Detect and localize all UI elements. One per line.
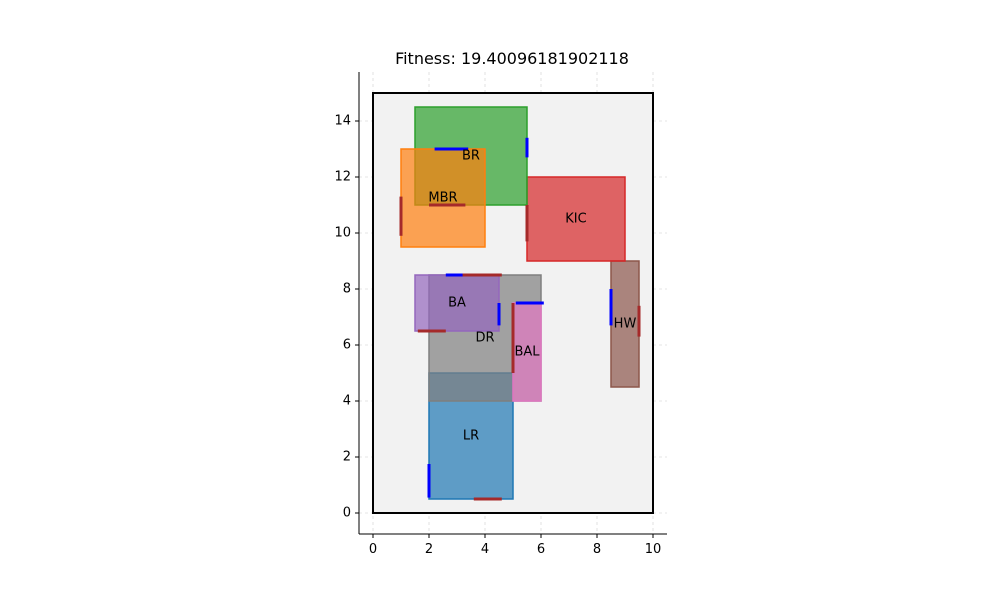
x-tick-label: 8: [593, 542, 601, 557]
x-ticks: 0 2 4 6 8 10: [369, 534, 661, 557]
y-tick-label: 4: [343, 394, 351, 409]
x-tick-label: 10: [645, 542, 662, 557]
y-tick-label: 10: [334, 226, 351, 241]
room-label-mbr: MBR: [428, 191, 457, 206]
x-tick-label: 2: [425, 542, 433, 557]
openings: [399, 137, 641, 501]
chart-title: Fitness: 19.40096181902118: [395, 49, 629, 68]
room-mbr: [400, 148, 486, 248]
x-tick-label: 0: [369, 542, 377, 557]
x-tick-label: 4: [481, 542, 489, 557]
room-label-ba: BA: [448, 296, 466, 311]
room-label-bal: BAL: [514, 345, 540, 360]
y-ticks: 0 2 4 6 8 10 12 14: [334, 114, 359, 521]
room-label-br: BR: [462, 149, 480, 164]
room-label-kic: KIC: [565, 212, 586, 227]
y-tick-label: 14: [334, 114, 351, 129]
room-labels: LR DR BAL BA HW KIC BR MBR: [428, 149, 636, 444]
room-label-lr: LR: [463, 429, 479, 444]
y-tick-label: 12: [334, 170, 351, 185]
room-kic: [526, 176, 626, 262]
rooms: [400, 106, 640, 500]
x-tick-label: 6: [537, 542, 545, 557]
y-tick-label: 2: [343, 450, 351, 465]
y-tick-label: 6: [343, 338, 351, 353]
room-label-hw: HW: [614, 317, 637, 332]
room-label-dr: DR: [475, 331, 494, 346]
y-tick-label: 8: [343, 282, 351, 297]
y-tick-label: 0: [343, 506, 351, 521]
